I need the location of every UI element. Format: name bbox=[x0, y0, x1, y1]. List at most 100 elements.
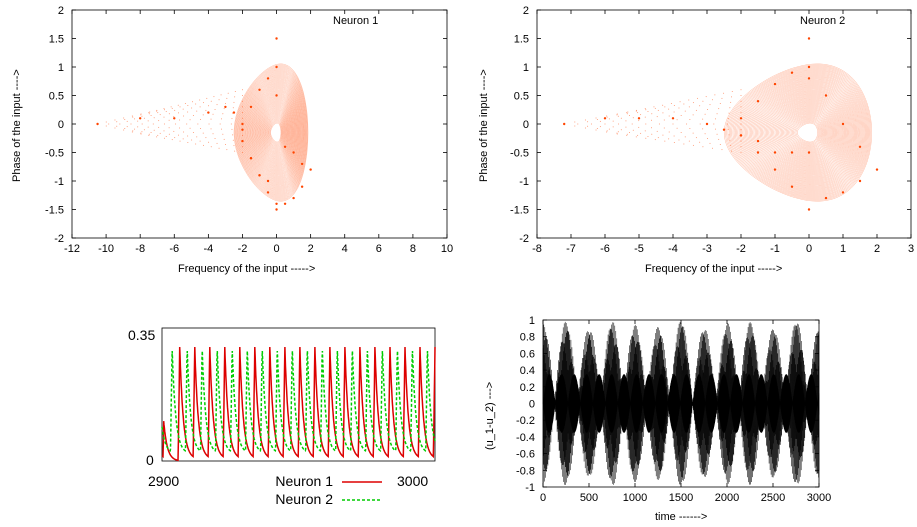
p2-tail-point bbox=[631, 123, 633, 125]
p1-tail-point bbox=[233, 101, 235, 103]
p1-tail-point bbox=[200, 118, 202, 120]
p2-tail-point bbox=[628, 132, 630, 134]
p2-tail-point bbox=[740, 100, 742, 102]
p2-xtick-label: -2 bbox=[736, 243, 746, 255]
p2-orbit bbox=[748, 83, 854, 182]
p1-orbit bbox=[263, 110, 287, 155]
p1-tail-point bbox=[187, 104, 189, 106]
p1-tail-point bbox=[179, 106, 181, 108]
p1-orbit bbox=[236, 67, 307, 198]
p1-orbit bbox=[263, 111, 287, 154]
p2-tail-point bbox=[707, 138, 709, 140]
p1-tail-point bbox=[157, 112, 159, 114]
p3-ytick-top: 0.35 bbox=[128, 327, 155, 343]
p1-orbit bbox=[259, 105, 289, 160]
p1-tail-point bbox=[163, 123, 165, 125]
p2-tail-point bbox=[628, 114, 630, 116]
p2-tail-point bbox=[577, 123, 579, 125]
p1-tail-point bbox=[143, 129, 145, 131]
p2-data-point bbox=[807, 37, 811, 40]
panel-neuron2: -8 -7 -6 -5 -4 -3 -2 -1 0 1 2 3 -2 -1.5 -1 -0.5 0 0.5 1 1.… bbox=[478, 5, 914, 275]
p4-signal bbox=[542, 321, 820, 485]
p2-tail-point bbox=[702, 118, 704, 120]
p1-tail-point bbox=[124, 118, 126, 120]
p1-tail-point bbox=[195, 143, 197, 145]
p2-orbit bbox=[743, 79, 858, 186]
p2-tail-point bbox=[616, 133, 618, 135]
p2-tail-point bbox=[683, 143, 685, 145]
p1-orbit bbox=[264, 113, 286, 152]
p2-tail-point bbox=[730, 96, 732, 98]
p2-tail-point bbox=[662, 104, 664, 106]
p1-tail-point bbox=[187, 111, 189, 113]
p4-ytick-label: 1 bbox=[529, 315, 535, 327]
p1-tail-point bbox=[159, 114, 161, 116]
p1-tail-point bbox=[241, 134, 243, 136]
p1-tail-point bbox=[168, 133, 170, 135]
p2-orbit bbox=[740, 76, 860, 189]
p1-tail-point bbox=[173, 116, 175, 118]
p3-xtick-right: 3000 bbox=[397, 473, 428, 489]
p2-tail-point bbox=[587, 121, 589, 123]
p2-tail-point bbox=[702, 146, 704, 148]
p2-data-point bbox=[790, 151, 794, 154]
p2-tail-point bbox=[688, 140, 690, 142]
p2-tail-point bbox=[699, 123, 701, 125]
p2-tail-point bbox=[692, 132, 694, 134]
p2-x-ticks: -8 -7 -6 -5 -4 -3 -2 -1 0 1 2 3 bbox=[532, 10, 914, 255]
p2-orbit bbox=[758, 91, 847, 174]
p1-orbit bbox=[249, 88, 297, 177]
p2-tail-point bbox=[730, 145, 732, 147]
p1-tail-point bbox=[226, 149, 228, 151]
p2-data-point bbox=[756, 100, 760, 103]
p1-tail-point bbox=[202, 144, 204, 146]
p1-tail-point bbox=[210, 118, 212, 120]
p2-data-point bbox=[637, 117, 641, 120]
p2-data-point bbox=[722, 128, 726, 131]
p1-tail-point bbox=[126, 126, 128, 128]
p2-tail-point bbox=[632, 117, 634, 119]
p2-tail-point bbox=[711, 99, 713, 101]
p1-data-point bbox=[241, 122, 244, 126]
p2-tail-point bbox=[664, 140, 666, 142]
p1-xtick-label: 6 bbox=[376, 243, 382, 255]
p1-orbit bbox=[270, 122, 282, 143]
p2-tail-point bbox=[740, 146, 742, 148]
p2-orbit bbox=[725, 64, 871, 201]
p2-data-point bbox=[824, 94, 828, 97]
p2-tail-point bbox=[716, 113, 718, 115]
p1-tail-point bbox=[150, 114, 152, 116]
p4-ytick-label: -1 bbox=[525, 482, 535, 494]
p1-orbit bbox=[254, 96, 293, 169]
series-line-1 bbox=[161, 346, 436, 462]
p1-orbit bbox=[257, 101, 291, 164]
p2-tail-point bbox=[657, 109, 659, 111]
p2-tail-point bbox=[574, 121, 576, 123]
p3-xtick-left: 2900 bbox=[148, 473, 179, 489]
p2-tail-point bbox=[716, 133, 718, 135]
p2-orbit bbox=[756, 89, 849, 176]
p1-tail-point bbox=[148, 134, 150, 136]
p2-orbit bbox=[795, 121, 819, 144]
p1-orbit bbox=[253, 94, 294, 171]
p2-tail-point bbox=[647, 136, 649, 138]
p2-tail-point bbox=[640, 114, 642, 116]
p2-orbit bbox=[726, 65, 870, 200]
p2-tail-point bbox=[653, 106, 655, 108]
p1-ytick-label: 1.5 bbox=[49, 34, 64, 46]
p2-tail-point bbox=[689, 128, 691, 130]
p2-tail-point bbox=[645, 137, 647, 139]
p1-tail-point bbox=[148, 112, 150, 114]
p4-ytick-label: -0.2 bbox=[516, 415, 535, 427]
p2-tail-point bbox=[635, 110, 637, 112]
p1-orbit bbox=[252, 93, 295, 172]
p1-tail-point bbox=[163, 116, 165, 118]
p2-orbit bbox=[761, 93, 845, 172]
p1-title: Neuron 1 bbox=[333, 15, 378, 27]
p1-orbit bbox=[241, 76, 303, 189]
p1-tail-point bbox=[216, 142, 218, 144]
p1-tail-point bbox=[148, 113, 150, 115]
p1-tail-point bbox=[147, 126, 149, 128]
p1-orbit bbox=[269, 121, 282, 144]
legend-label-neuron1: Neuron 1 bbox=[275, 473, 333, 489]
